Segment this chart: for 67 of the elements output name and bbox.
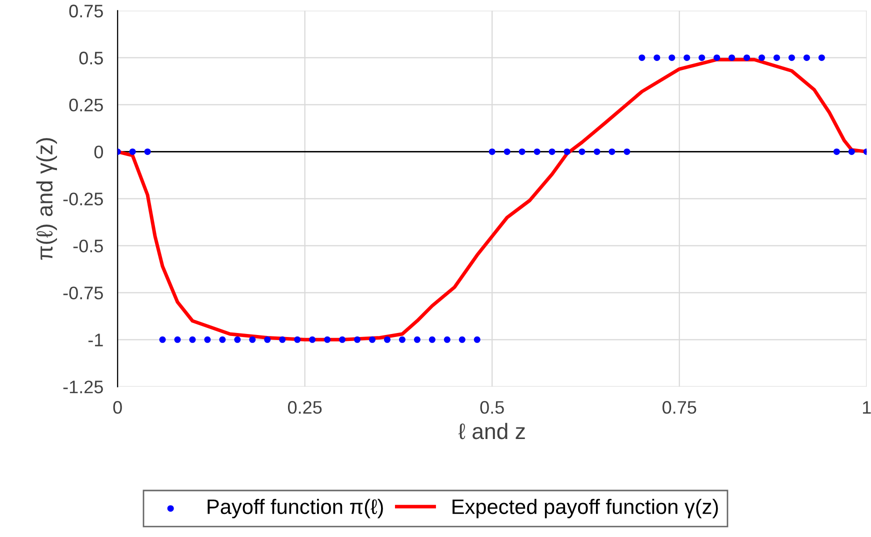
point: [638, 54, 646, 61]
x-tick-label: 0.25: [288, 401, 322, 414]
point: [608, 148, 616, 155]
point: [444, 336, 450, 343]
point: [414, 336, 420, 343]
legend-label: Expected payoff function γ(z): [452, 498, 718, 518]
point: [684, 54, 690, 61]
x-tick-label: 1: [863, 401, 871, 414]
x-tick-label: 0: [113, 401, 122, 414]
point: [578, 148, 586, 155]
y-tick-label: 0.75: [69, 4, 103, 18]
y-tick-label: -0.5: [73, 240, 103, 252]
legend-label: Payoff function π(ℓ): [208, 498, 383, 518]
point: [848, 148, 855, 155]
point: [249, 336, 256, 343]
point: [129, 148, 136, 155]
point: [758, 54, 766, 61]
x-axis-title: ℓ and z: [458, 422, 525, 440]
point: [714, 54, 720, 61]
point: [668, 54, 676, 61]
point: [189, 336, 196, 343]
point: [398, 336, 406, 343]
y-tick-label: 0.5: [79, 52, 103, 64]
point: [833, 148, 840, 155]
point: [309, 336, 316, 343]
point: [324, 336, 331, 343]
point: [698, 54, 706, 61]
point: [518, 148, 526, 155]
x-tick-label: 0.75: [662, 401, 696, 414]
point: [339, 336, 346, 343]
point: [594, 148, 600, 155]
point: [159, 336, 166, 343]
point: [234, 336, 241, 343]
point: [534, 148, 540, 155]
x-tick-label: 0.5: [480, 401, 504, 414]
point: [428, 336, 436, 343]
point: [458, 336, 466, 343]
point: [504, 148, 510, 155]
point: [384, 336, 391, 343]
point: [354, 336, 361, 343]
point: [369, 336, 376, 343]
y-tick-label: -0.25: [63, 192, 103, 206]
y-tick-label: -1: [88, 334, 103, 346]
point: [803, 54, 810, 61]
point: [144, 148, 151, 155]
point: [818, 54, 825, 61]
point: [654, 54, 660, 61]
point: [204, 336, 211, 343]
point: [624, 148, 630, 155]
point: [788, 54, 795, 61]
point: [219, 336, 226, 343]
point: [488, 148, 496, 155]
point: [279, 336, 286, 343]
point: [264, 336, 271, 343]
point: [564, 148, 570, 155]
y-tick-label: -0.75: [63, 286, 103, 300]
point: [548, 148, 556, 155]
point: [728, 54, 736, 61]
y-tick-label: 0: [94, 146, 103, 158]
point: [174, 336, 181, 343]
point: [474, 336, 480, 343]
point: [774, 54, 780, 61]
y-tick-label: 0.25: [69, 98, 103, 112]
y-axis-title: π(ℓ) and γ(z): [36, 138, 57, 260]
point: [294, 336, 301, 343]
point: [744, 54, 750, 61]
y-tick-label: -1.25: [63, 380, 103, 394]
